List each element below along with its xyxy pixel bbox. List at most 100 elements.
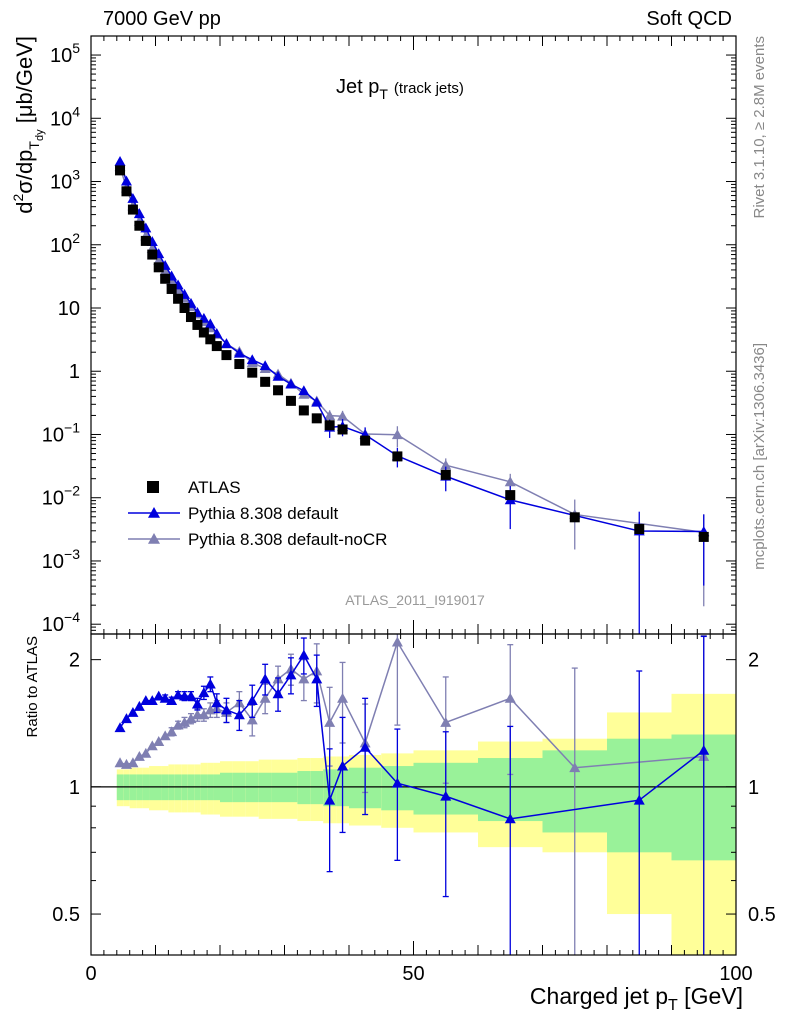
ratio-ytick-label-right: 2: [748, 650, 759, 672]
main-ytick-label: 10: [58, 298, 80, 320]
ratio-point-noCR: [298, 673, 310, 684]
ytick-base: 10: [50, 108, 72, 130]
main-point-atlas: [173, 293, 184, 304]
ratio-point-noCR: [324, 716, 336, 727]
main-point-atlas: [311, 413, 322, 424]
ytick-exponent: −1: [64, 419, 80, 435]
ytick-base: 10: [42, 424, 64, 446]
main-ytick-label: 103: [50, 167, 80, 194]
ratio-point-noCR: [259, 692, 271, 703]
band-inner: [310, 771, 324, 805]
main-point-noCR: [391, 429, 403, 440]
main-point-default: [298, 385, 310, 396]
ratio-ytick-label-left: 1: [69, 777, 80, 799]
legend-marker-triangle: [148, 533, 160, 544]
main-point-default: [285, 378, 297, 389]
ratio-point-noCR: [569, 762, 581, 773]
ratio-point-default: [633, 794, 645, 805]
ratio-point-default: [337, 760, 349, 771]
x-label-sub: T: [668, 997, 678, 1014]
main-point-atlas: [185, 312, 196, 323]
main-point-atlas: [205, 334, 216, 345]
ratio-point-default: [133, 700, 145, 711]
main-point-default: [120, 175, 132, 186]
main-point-atlas: [121, 186, 132, 197]
main-point-atlas: [179, 303, 190, 314]
main-point-atlas: [140, 235, 151, 246]
ylabel-sub: T: [26, 141, 42, 150]
ratio-point-noCR: [159, 730, 171, 741]
main-point-noCR: [440, 459, 452, 470]
ratio-point-noCR: [133, 750, 145, 761]
ratio-point-default: [391, 777, 403, 788]
ytick-base: 10: [58, 298, 80, 320]
ratio-point-default: [204, 678, 216, 689]
main-ytick-label: 10−4: [42, 609, 80, 636]
main-point-atlas: [440, 469, 451, 480]
main-point-atlas: [505, 490, 516, 501]
main-point-atlas: [298, 405, 309, 416]
main-ytick-label: 102: [50, 230, 80, 257]
ratio-point-default: [246, 695, 258, 705]
main-point-atlas: [211, 341, 222, 352]
x-label-main: Charged jet p: [530, 983, 668, 1009]
main-point-default: [233, 347, 245, 358]
ratio-point-default: [220, 704, 232, 715]
main-panel-data: [114, 156, 710, 634]
ratio-point-default: [698, 744, 710, 755]
ratio-point-noCR: [146, 740, 158, 751]
ratio-point-default: [159, 692, 171, 703]
ylabel-sup: 2: [10, 194, 26, 202]
ratio-point-default: [114, 722, 126, 733]
ratio-point-default: [440, 790, 452, 801]
ratio-point-default: [233, 709, 245, 720]
main-point-noCR: [337, 410, 349, 421]
ylabel-part: d: [12, 202, 37, 214]
ratio-ytick-label-left: 2: [69, 650, 80, 672]
main-line-default: [119, 161, 704, 533]
ratio-point-noCR: [504, 692, 516, 703]
ratio-ytick-label-right: 1: [748, 777, 759, 799]
ratio-point-noCR: [337, 692, 349, 703]
ratio-point-noCR: [198, 709, 210, 720]
ratio-point-default: [298, 649, 310, 660]
main-ytick-label: 10−3: [42, 546, 80, 573]
main-point-atlas: [166, 283, 177, 294]
ratio-point-noCR: [127, 757, 139, 768]
ytick-base: 10: [50, 172, 72, 194]
ytick-exponent: 3: [72, 167, 80, 183]
ratio-point-default: [127, 706, 139, 717]
main-point-atlas: [127, 204, 138, 215]
ratio-point-default: [259, 673, 271, 684]
ratio-point-default: [120, 713, 132, 724]
band-inner: [297, 771, 311, 805]
ratio-point-noCR: [166, 726, 178, 737]
ytick-base: 10: [42, 551, 64, 573]
main-point-atlas: [192, 319, 203, 330]
title-note: (track jets): [394, 80, 464, 97]
ytick-exponent: 5: [72, 40, 80, 56]
main-point-atlas: [392, 451, 403, 462]
main-point-noCR: [159, 265, 171, 276]
main-point-atlas: [698, 531, 709, 542]
main-point-atlas: [115, 165, 126, 176]
main-point-atlas: [273, 385, 284, 396]
main-ytick-label: 10−1: [42, 419, 80, 446]
legend: ATLAS Pythia 8.308 default Pythia 8.308 de…: [128, 478, 387, 549]
main-point-default: [114, 156, 126, 166]
ratio-point-default: [172, 689, 184, 700]
ratio-y-axis-label: Ratio to ATLAS: [24, 636, 41, 737]
legend-marker-triangle: [148, 507, 160, 518]
ytick-base: 10: [50, 235, 72, 257]
plot-title: Jet pT (track jets): [336, 76, 464, 102]
main-ytick-label: 1: [69, 361, 80, 383]
x-axis-label: Charged jet pT [GeV]: [530, 983, 743, 1014]
ytick-base: 10: [50, 45, 72, 67]
main-point-atlas: [634, 524, 645, 535]
title-sub: T: [379, 86, 388, 102]
main-point-default: [246, 354, 258, 365]
ratio-point-noCR: [179, 716, 191, 727]
ratio-point-noCR: [114, 757, 126, 768]
